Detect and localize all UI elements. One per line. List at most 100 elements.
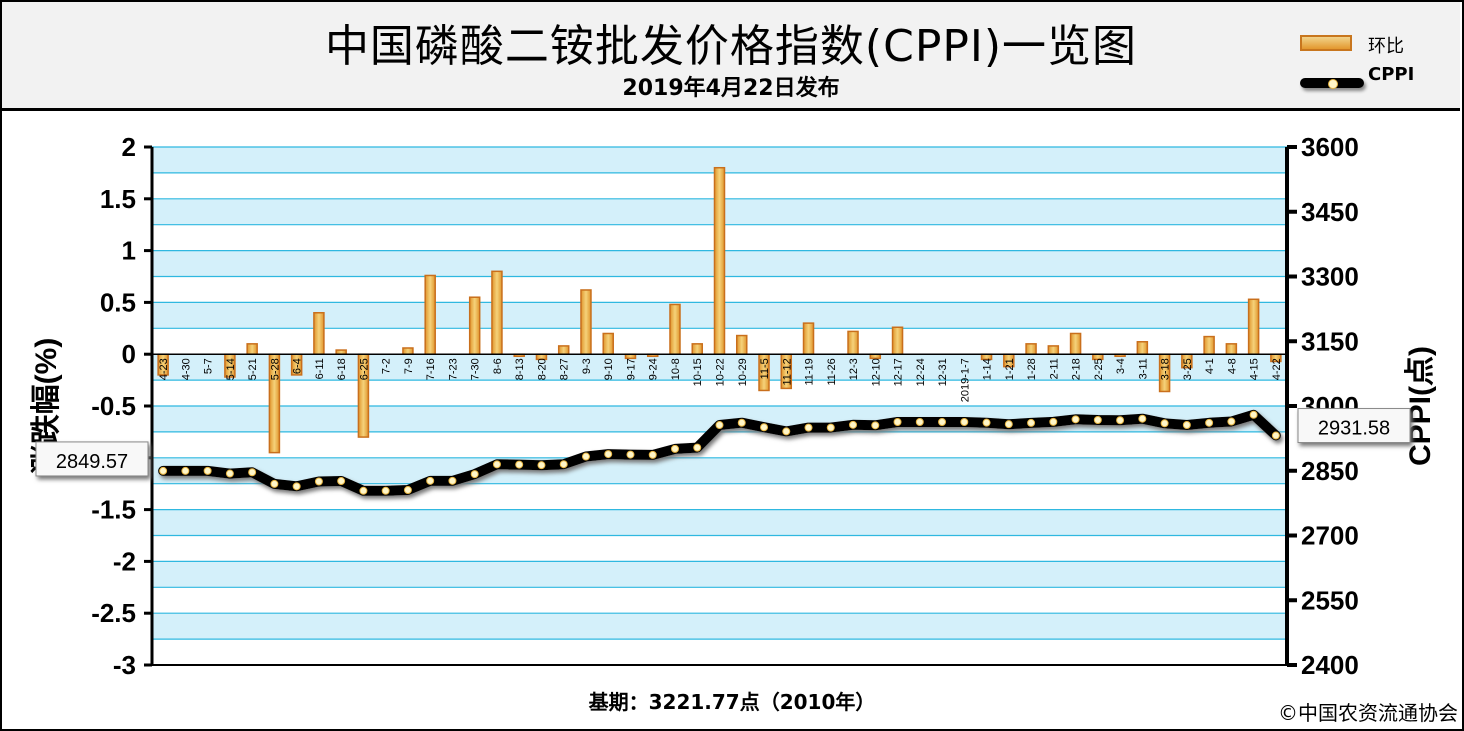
cppi-marker-9-17 (626, 450, 635, 459)
cppi-marker-6-4 (292, 482, 301, 491)
right-tick-label: 3150 (1301, 326, 1359, 356)
bar-10-22 (713, 166, 726, 355)
cppi-marker-4-23 (159, 466, 168, 475)
right-tick-label: 3600 (1301, 132, 1359, 162)
cppi-marker-2-11 (1049, 417, 1058, 426)
bar-8-6 (491, 270, 503, 355)
bar-7-30 (468, 296, 481, 355)
bar-9-3 (580, 289, 592, 355)
cppi-marker-8-13 (515, 460, 524, 469)
x-tick-label: 4-23 (158, 358, 170, 380)
cppi-marker-8-20 (537, 461, 546, 470)
bar-7-9 (402, 347, 414, 355)
x-tick-label: 11-12 (781, 358, 793, 385)
cppi-marker-11-26 (826, 423, 835, 432)
annotation-first-box (35, 441, 149, 477)
x-tick-label: 8-20 (536, 358, 548, 380)
bar-7-16 (424, 274, 436, 355)
x-tick-label: 6-25 (358, 358, 370, 380)
chart-header: 中国磷酸二铵批发价格指数(CPPI)一览图 2019年4月22日发布 环比 CP… (2, 2, 1460, 111)
cppi-marker-5-7 (203, 466, 212, 475)
legend-bar-label: 环比 (1368, 36, 1404, 57)
x-tick-label: 3-18 (1160, 358, 1172, 380)
cppi-marker-7-9 (403, 486, 412, 495)
right-tick-label: 2700 (1301, 521, 1359, 551)
x-tick-label: 8-13 (514, 358, 526, 380)
x-tick-label: 12-10 (870, 358, 882, 386)
cppi-marker-6-11 (314, 477, 323, 486)
annotations: 2849.57 2931.58 (35, 408, 1411, 477)
bar-10-8 (669, 303, 681, 355)
x-tick-label: 5-14 (225, 358, 237, 380)
cppi-marker-12-24 (915, 418, 924, 427)
x-tick-label: 6-4 (292, 358, 304, 374)
bar-10-29 (735, 334, 748, 355)
x-tick-label: 5-28 (269, 358, 281, 380)
x-tick-label: 7-16 (425, 358, 437, 380)
plot-band (152, 431, 1287, 458)
chart-subtitle: 2019年4月22日发布 (622, 76, 840, 101)
cppi-marker-11-12 (782, 427, 791, 436)
cppi-marker-2-25 (1093, 415, 1102, 424)
x-tick-label: 3-11 (1137, 358, 1149, 379)
x-tick-label: 3-4 (1115, 358, 1127, 374)
x-tick-label: 6-18 (336, 358, 348, 380)
cppi-marker-1-28 (1027, 418, 1036, 427)
cppi-marker-4-22 (1271, 431, 1280, 440)
right-tick-label: 3300 (1301, 262, 1359, 292)
left-tick-label: 1 (122, 236, 136, 266)
left-tick-label: -2 (113, 546, 136, 576)
bar-2-11 (1047, 345, 1060, 355)
bar-4-15 (1247, 298, 1260, 355)
x-tick-label: 1-14 (982, 358, 994, 380)
annotation-first-text: 2849.57 (56, 451, 128, 473)
cppi-marker-12-31 (938, 418, 947, 427)
x-tick-label: 11-19 (804, 358, 816, 385)
left-tick-label: -2.5 (91, 598, 136, 628)
cppi-marker-6-25 (359, 486, 368, 495)
cppi-marker-8-27 (559, 460, 568, 469)
bar-12-3 (847, 330, 859, 355)
cppi-marker-9-24 (648, 450, 657, 459)
x-tick-label: 7-2 (381, 358, 393, 374)
x-tick-label: 4-1 (1204, 358, 1216, 374)
cppi-marker-2019-1-7 (960, 418, 969, 427)
plot-band (152, 561, 1287, 588)
cppi-marker-1-14 (982, 418, 991, 427)
cppi-marker-5-28 (270, 479, 279, 488)
copyright-text: ©中国农资流通协会 (1278, 701, 1458, 725)
bar-6-11 (313, 312, 325, 355)
x-tick-label: 12-24 (915, 358, 927, 386)
cppi-marker-8-6 (492, 460, 501, 469)
cppi-marker-4-30 (181, 466, 190, 475)
x-tick-label: 9-3 (581, 358, 593, 374)
x-tick-label: 11-26 (826, 358, 838, 385)
cppi-marker-7-16 (426, 476, 435, 485)
x-tick-label: 3-25 (1182, 358, 1194, 380)
line-series (158, 409, 1281, 496)
plot-band (152, 509, 1287, 536)
x-tick-label: 1-28 (1026, 358, 1038, 380)
x-tick-label: 10-29 (737, 358, 749, 386)
x-tick-label: 12-3 (848, 358, 860, 380)
cppi-marker-11-19 (804, 423, 813, 432)
x-tick-label: 7-23 (447, 358, 459, 380)
cppi-marker-10-29 (737, 418, 746, 427)
cppi-marker-4-15 (1249, 410, 1258, 419)
annotation-last: 2931.58 (1297, 408, 1411, 444)
bar-10-15 (691, 343, 704, 355)
plot-band (152, 587, 1287, 614)
x-tick-label: 1-21 (1004, 358, 1016, 380)
x-tick-label: 2-18 (1071, 358, 1083, 380)
x-tick-label: 5-21 (247, 358, 259, 380)
x-tick-label: 11-5 (759, 358, 771, 379)
bar-2-18 (1069, 332, 1082, 355)
cppi-marker-10-8 (670, 444, 679, 453)
x-tick-label: 10-8 (670, 358, 682, 380)
x-tick-label: 8-6 (492, 358, 504, 374)
bar-1-28 (1025, 343, 1037, 355)
left-tick-label: -3 (113, 650, 136, 680)
x-tick-label: 8-27 (559, 358, 571, 380)
x-tick-label: 9-10 (603, 358, 615, 380)
x-tick-label: 12-17 (893, 358, 905, 386)
